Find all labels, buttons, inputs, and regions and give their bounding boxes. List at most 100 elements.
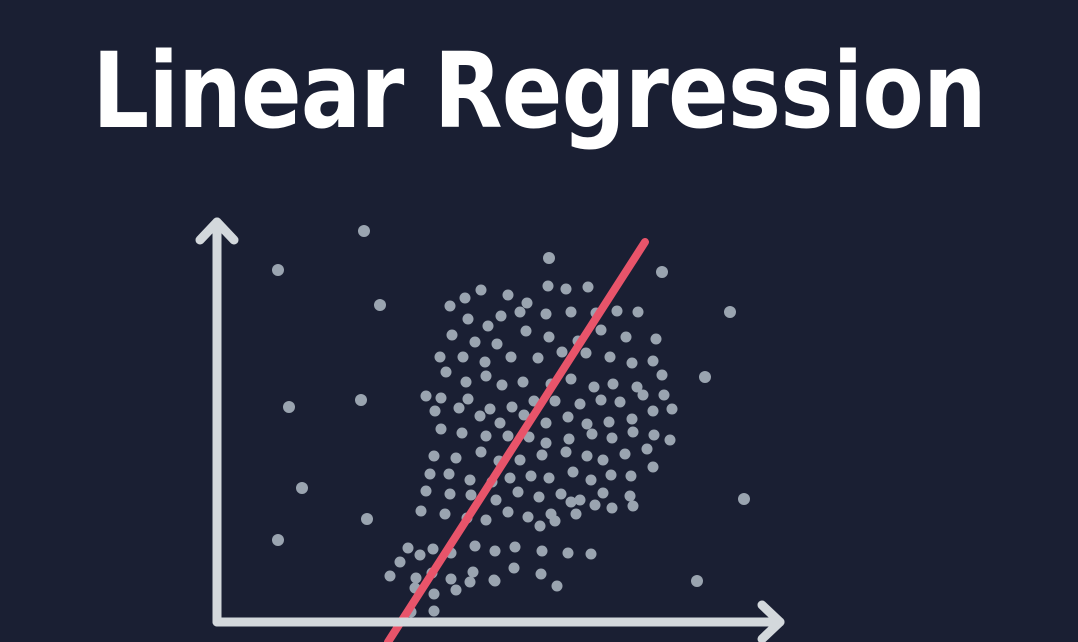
scatter-point — [551, 580, 563, 592]
scatter-point — [607, 378, 619, 390]
scatter-point — [489, 545, 501, 557]
scatter-point — [509, 541, 521, 553]
scatter-point — [567, 466, 579, 478]
scatter-point — [574, 494, 586, 506]
scatter-point — [624, 490, 636, 502]
scatter-point — [648, 429, 660, 441]
scatter-point — [446, 329, 458, 341]
scatter-point — [632, 306, 644, 318]
scatter-point — [574, 398, 586, 410]
scatter-point — [518, 409, 530, 421]
scatter-point — [647, 405, 659, 417]
scatter-point — [658, 389, 670, 401]
scatter-point — [502, 289, 514, 301]
scatter-point — [445, 573, 457, 585]
scatter-point — [581, 418, 593, 430]
scatter-point — [444, 300, 456, 312]
scatter-point — [595, 394, 607, 406]
scatter-point — [647, 461, 659, 473]
scatter-point — [585, 474, 597, 486]
scatter-point — [460, 376, 472, 388]
scatter-point — [522, 511, 534, 523]
scatter-point — [453, 402, 465, 414]
scatter-point — [536, 545, 548, 557]
scatter-point — [543, 472, 555, 484]
scatter-point — [627, 426, 639, 438]
scatter-point — [272, 264, 284, 276]
scatter-point — [536, 449, 548, 461]
scatter-point — [631, 381, 643, 393]
scatter-point — [605, 469, 617, 481]
scatter-point — [586, 428, 598, 440]
scatter-point — [480, 430, 492, 442]
scatter-point — [475, 284, 487, 296]
scatter-point — [482, 320, 494, 332]
scatter-point — [491, 338, 503, 350]
scatter-point — [562, 547, 574, 559]
scatter-point — [480, 514, 492, 526]
scatter-point — [283, 401, 295, 413]
scatter-point — [521, 297, 533, 309]
scatter-point — [738, 493, 750, 505]
scatter-point — [443, 468, 455, 480]
scatter-point — [641, 443, 653, 455]
scatter-point — [614, 396, 626, 408]
scatter-point — [656, 266, 668, 278]
scatter-point — [565, 306, 577, 318]
scatter-point — [402, 542, 414, 554]
scatter-point — [464, 474, 476, 486]
scatter-point — [565, 373, 577, 385]
scatter-point — [620, 331, 632, 343]
scatter-point — [435, 392, 447, 404]
scatter-point — [699, 371, 711, 383]
scatter-point — [502, 506, 514, 518]
scatter-point — [384, 570, 396, 582]
regression-line — [384, 238, 649, 642]
scatter-point — [664, 434, 676, 446]
scatter-point — [560, 283, 572, 295]
scatter-point — [532, 352, 544, 364]
scatter-point — [647, 355, 659, 367]
scatter-point — [496, 379, 508, 391]
scatter-point — [580, 347, 592, 359]
scatter-point — [462, 313, 474, 325]
scatter-point — [597, 487, 609, 499]
scatter-point — [626, 413, 638, 425]
scatter-point — [508, 562, 520, 574]
scatter-point — [424, 468, 436, 480]
scatter-point — [514, 306, 526, 318]
scatter-point — [495, 310, 507, 322]
scatter-point — [457, 351, 469, 363]
scatter-point — [595, 324, 607, 336]
scatter-point — [512, 486, 524, 498]
scatter-point — [582, 281, 594, 293]
scatter-point — [606, 432, 618, 444]
scatter-point — [517, 376, 529, 388]
scatter-point — [540, 437, 552, 449]
scatter-point — [724, 306, 736, 318]
scatter-point — [479, 356, 491, 368]
scatter-point — [549, 515, 561, 527]
scatter-point — [504, 472, 516, 484]
scatter-point — [394, 556, 406, 568]
scatter-point — [691, 575, 703, 587]
scatter-point — [555, 488, 567, 500]
scatter-point — [543, 331, 555, 343]
scatter-point — [435, 423, 447, 435]
scatter-point — [490, 494, 502, 506]
scatter-point — [542, 280, 554, 292]
scatter-point — [355, 394, 367, 406]
scatter-point — [625, 470, 637, 482]
scatter-point — [475, 446, 487, 458]
scatter-point — [540, 417, 552, 429]
scatter-point — [358, 225, 370, 237]
scatter-point — [469, 540, 481, 552]
scatter-point — [480, 370, 492, 382]
scatter-point — [450, 452, 462, 464]
scatter-point — [556, 346, 568, 358]
scatter-point — [296, 482, 308, 494]
scatter-point — [456, 427, 468, 439]
scatter-point — [427, 543, 439, 555]
